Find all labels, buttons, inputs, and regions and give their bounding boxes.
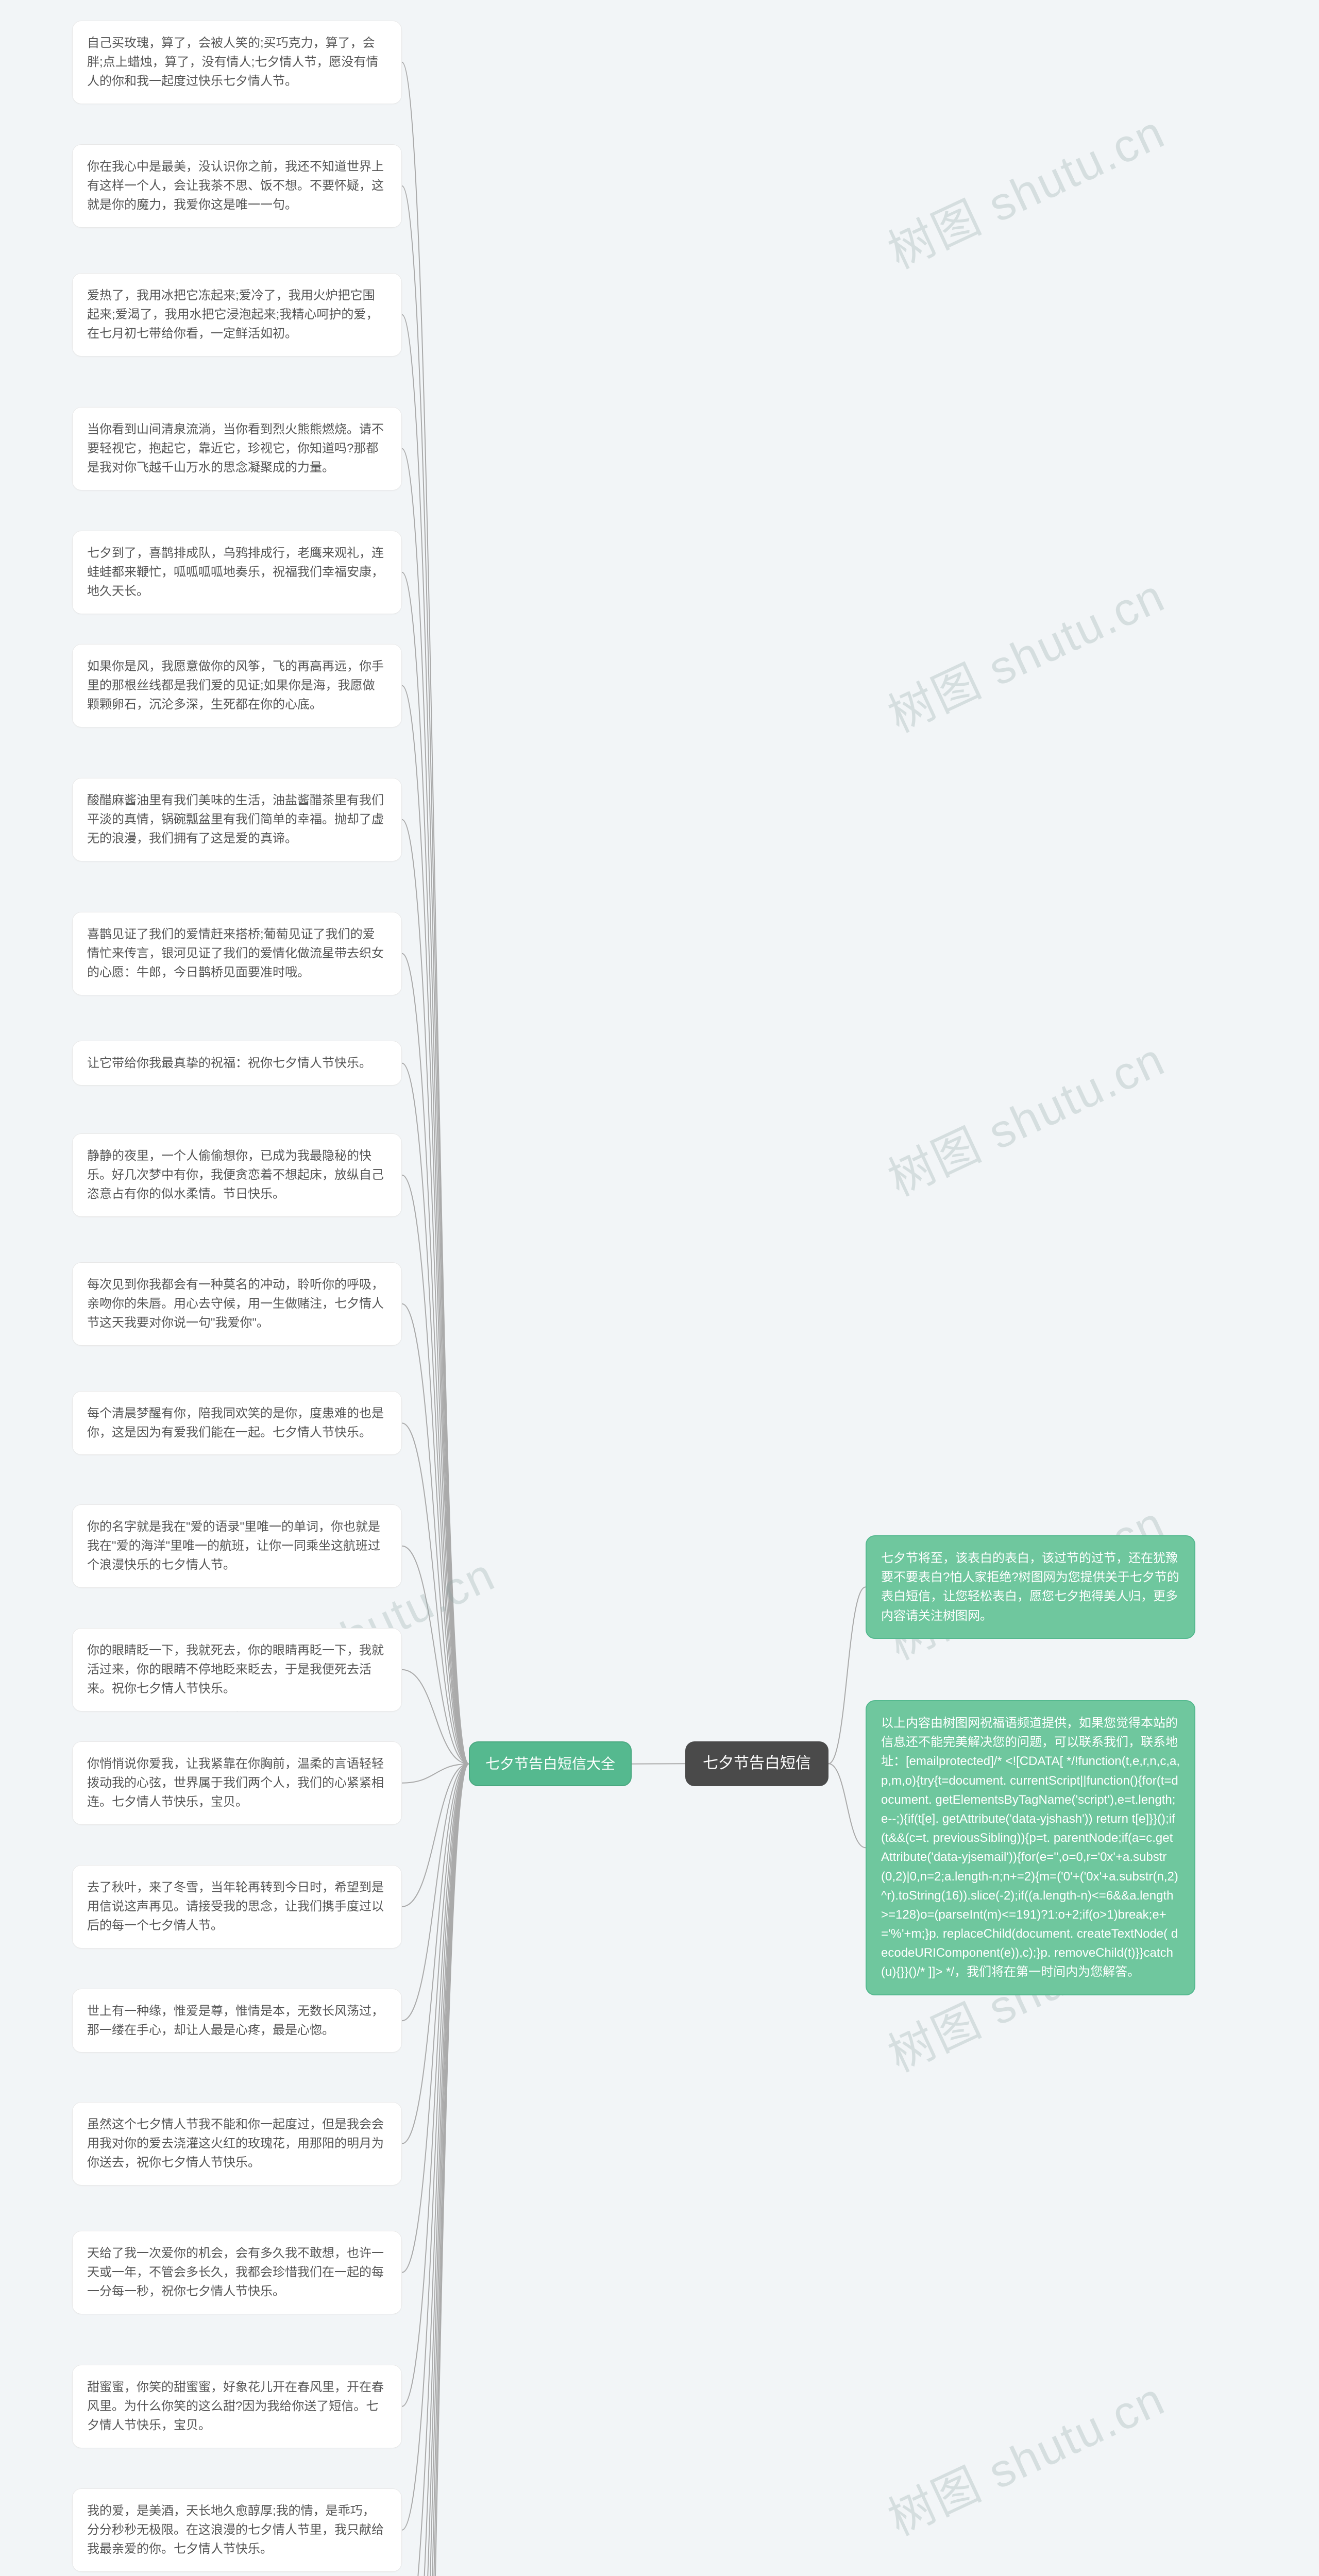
message-text: 你悄悄说你爱我，让我紧靠在你胸前，温柔的言语轻轻拨动我的心弦，世界属于我们两个人… [87, 1757, 384, 1809]
message-text: 七夕到了，喜鹊排成队，乌鸦排成行，老鹰来观礼，连蛙蛙都来鞭忙，呱呱呱呱地奏乐，祝… [87, 546, 384, 598]
message-text: 自己买玫瑰，算了，会被人笑的;买巧克力，算了，会胖;点上蜡烛，算了，没有情人;七… [87, 36, 378, 88]
message-text: 去了秋叶，来了冬雪，当年轮再转到今日时，希望到是用信说这声再见。请接受我的思念，… [87, 1880, 384, 1933]
watermark: 树图 shutu.cn [876, 558, 1174, 745]
message-node: 七夕到了，喜鹊排成队，乌鸦排成行，老鹰来观礼，连蛙蛙都来鞭忙，呱呱呱呱地奏乐，祝… [72, 531, 402, 614]
info-node: 以上内容由树图网祝福语频道提供，如果您觉得本站的信息还不能完美解决您的问题，可以… [866, 1700, 1195, 1995]
info-text: 以上内容由树图网祝福语频道提供，如果您觉得本站的信息还不能完美解决您的问题，可以… [881, 1716, 1180, 1979]
message-node: 虽然这个七夕情人节我不能和你一起度过，但是我会会用我对你的爱去浇灌这火红的玫瑰花… [72, 2102, 402, 2185]
message-node: 你在我心中是最美，没认识你之前，我还不知道世界上有这样一个人，会让我茶不思、饭不… [72, 144, 402, 228]
message-node: 我的爱，是美酒，天长地久愈醇厚;我的情，是乖巧，分分秒秒无极限。在这浪漫的七夕情… [72, 2488, 402, 2572]
message-node: 让它带给你我最真挚的祝福：祝你七夕情人节快乐。 [72, 1041, 402, 1086]
message-text: 世上有一种缘，惟爱是尊，惟情是本，无数长风荡过，那一缕在手心，却让人最是心疼，最… [87, 2004, 384, 2037]
message-node: 去了秋叶，来了冬雪，当年轮再转到今日时，希望到是用信说这声再见。请接受我的思念，… [72, 1865, 402, 1948]
message-node: 喜鹊见证了我们的爱情赶来搭桥;葡萄见证了我们的爱情忙来传言，银河见证了我们的爱情… [72, 912, 402, 995]
message-text: 你的名字就是我在"爱的语录"里唯一的单词，你也就是我在"爱的海洋"里唯一的航班，… [87, 1520, 380, 1572]
message-text: 每个清晨梦醒有你，陪我同欢笑的是你，度患难的也是你，这是因为有爱我们能在一起。七… [87, 1406, 384, 1439]
message-text: 喜鹊见证了我们的爱情赶来搭桥;葡萄见证了我们的爱情忙来传言，银河见证了我们的爱情… [87, 927, 384, 979]
root-node: 七夕节告白短信 [685, 1741, 828, 1786]
sub-left-label: 七夕节告白短信大全 [485, 1756, 615, 1772]
message-node: 静静的夜里，一个人偷偷想你，已成为我最隐秘的快乐。好几次梦中有你，我便贪恋着不想… [72, 1133, 402, 1217]
watermark: 树图 shutu.cn [876, 2362, 1174, 2548]
message-node: 爱热了，我用冰把它冻起来;爱冷了，我用火炉把它围起来;爱渴了，我用水把它浸泡起来… [72, 273, 402, 357]
message-node: 世上有一种缘，惟爱是尊，惟情是本，无数长风荡过，那一缕在手心，却让人最是心疼，最… [72, 1989, 402, 2053]
message-text: 让它带给你我最真挚的祝福：祝你七夕情人节快乐。 [87, 1056, 371, 1070]
root-label: 七夕节告白短信 [703, 1755, 811, 1772]
message-node: 自己买玫瑰，算了，会被人笑的;买巧克力，算了，会胖;点上蜡烛，算了，没有情人;七… [72, 21, 402, 104]
message-node: 每个清晨梦醒有你，陪我同欢笑的是你，度患难的也是你，这是因为有爱我们能在一起。七… [72, 1391, 402, 1455]
message-node: 甜蜜蜜，你笑的甜蜜蜜，好象花儿开在春风里，开在春风里。为什么你笑的这么甜?因为我… [72, 2365, 402, 2448]
message-node: 当你看到山间清泉流淌，当你看到烈火熊熊燃烧。请不要轻视它，抱起它，靠近它，珍视它… [72, 407, 402, 490]
sub-left-node: 七夕节告白短信大全 [469, 1741, 632, 1786]
message-text: 酸醋麻酱油里有我们美味的生活，油盐酱醋茶里有我们平淡的真情，锅碗瓢盆里有我们简单… [87, 793, 384, 845]
watermark: 树图 shutu.cn [876, 1022, 1174, 1209]
message-text: 静静的夜里，一个人偷偷想你，已成为我最隐秘的快乐。好几次梦中有你，我便贪恋着不想… [87, 1149, 384, 1201]
message-node: 每次见到你我都会有一种莫名的冲动，聆听你的呼吸，亲吻你的朱唇。用心去守候，用一生… [72, 1262, 402, 1346]
message-node: 如果你是风，我愿意做你的风筝，飞的再高再远，你手里的那根丝线都是我们爱的见证;如… [72, 644, 402, 727]
message-text: 你的眼睛眨一下，我就死去，你的眼睛再眨一下，我就活过来，你的眼睛不停地眨来眨去，… [87, 1643, 384, 1696]
message-node: 酸醋麻酱油里有我们美味的生活，油盐酱醋茶里有我们平淡的真情，锅碗瓢盆里有我们简单… [72, 778, 402, 861]
message-text: 天给了我一次爱你的机会，会有多久我不敢想，也许一天或一年，不管会多长久，我都会珍… [87, 2246, 384, 2298]
message-text: 甜蜜蜜，你笑的甜蜜蜜，好象花儿开在春风里，开在春风里。为什么你笑的这么甜?因为我… [87, 2380, 384, 2432]
message-node: 你的眼睛眨一下，我就死去，你的眼睛再眨一下，我就活过来，你的眼睛不停地眨来眨去，… [72, 1628, 402, 1711]
message-node: 你悄悄说你爱我，让我紧靠在你胸前，温柔的言语轻轻拨动我的心弦，世界属于我们两个人… [72, 1741, 402, 1825]
message-text: 虽然这个七夕情人节我不能和你一起度过，但是我会会用我对你的爱去浇灌这火红的玫瑰花… [87, 2117, 384, 2170]
message-text: 爱热了，我用冰把它冻起来;爱冷了，我用火炉把它围起来;爱渴了，我用水把它浸泡起来… [87, 289, 378, 341]
message-node: 天给了我一次爱你的机会，会有多久我不敢想，也许一天或一年，不管会多长久，我都会珍… [72, 2231, 402, 2314]
message-text: 我的爱，是美酒，天长地久愈醇厚;我的情，是乖巧，分分秒秒无极限。在这浪漫的七夕情… [87, 2504, 384, 2556]
message-text: 如果你是风，我愿意做你的风筝，飞的再高再远，你手里的那根丝线都是我们爱的见证;如… [87, 659, 384, 711]
watermark: 树图 shutu.cn [876, 95, 1174, 281]
message-text: 你在我心中是最美，没认识你之前，我还不知道世界上有这样一个人，会让我茶不思、饭不… [87, 160, 384, 212]
info-text: 七夕节将至，该表白的表白，该过节的过节，还在犹豫要不要表白?怕人家拒绝?树图网为… [881, 1551, 1179, 1623]
message-text: 每次见到你我都会有一种莫名的冲动，聆听你的呼吸，亲吻你的朱唇。用心去守候，用一生… [87, 1278, 384, 1330]
info-node: 七夕节将至，该表白的表白，该过节的过节，还在犹豫要不要表白?怕人家拒绝?树图网为… [866, 1535, 1195, 1639]
message-text: 当你看到山间清泉流淌，当你看到烈火熊熊燃烧。请不要轻视它，抱起它，靠近它，珍视它… [87, 422, 384, 474]
message-node: 你的名字就是我在"爱的语录"里唯一的单词，你也就是我在"爱的海洋"里唯一的航班，… [72, 1504, 402, 1588]
